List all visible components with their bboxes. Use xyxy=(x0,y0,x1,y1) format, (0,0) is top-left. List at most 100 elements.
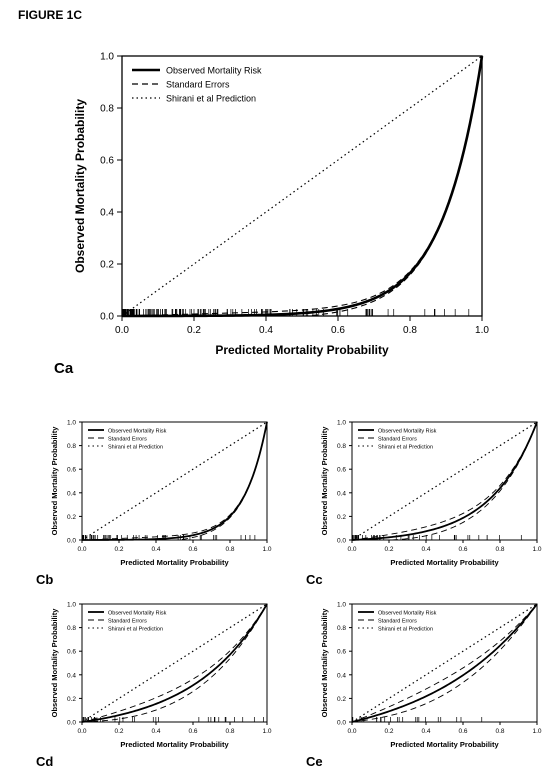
x-axis-label: Predicted Mortality Probability xyxy=(390,740,499,749)
x-tick-label: 0.6 xyxy=(188,728,197,735)
x-tick-label: 0.0 xyxy=(347,546,356,553)
calibration-plot: 0.00.00.20.20.40.40.60.60.80.81.01.0Pred… xyxy=(48,600,273,750)
x-tick-label: 0.6 xyxy=(458,546,467,553)
rug-marks xyxy=(352,535,521,540)
y-tick-label: 0.4 xyxy=(67,490,76,497)
x-tick-label: 0.2 xyxy=(114,728,123,735)
x-tick-label: 0.8 xyxy=(495,728,504,735)
y-tick-label: 0.8 xyxy=(100,104,114,115)
y-tick-label: 0.4 xyxy=(337,672,346,679)
panel-label-ca: Ca xyxy=(54,360,73,377)
legend-label: Standard Errors xyxy=(378,437,417,443)
x-tick-label: 0.8 xyxy=(225,728,234,735)
x-tick-label: 0.4 xyxy=(421,728,430,735)
y-tick-label: 0.2 xyxy=(100,260,114,271)
y-axis-label: Observed Mortality Probability xyxy=(320,608,329,718)
x-tick-label: 1.0 xyxy=(262,546,271,553)
legend-label: Shirani et al Prediction xyxy=(378,627,433,633)
y-tick-label: 0.6 xyxy=(67,649,76,656)
x-tick-label: 0.4 xyxy=(151,728,160,735)
x-tick-label: 0.8 xyxy=(403,325,417,336)
x-tick-label: 0.4 xyxy=(421,546,430,553)
legend-label: Observed Mortality Risk xyxy=(108,429,167,435)
x-axis-label: Predicted Mortality Probability xyxy=(120,740,229,749)
y-tick-label: 0.4 xyxy=(100,208,114,219)
y-tick-label: 0.8 xyxy=(337,625,346,632)
y-tick-label: 1.0 xyxy=(337,602,346,609)
y-tick-label: 0.4 xyxy=(337,490,346,497)
legend: Observed Mortality RiskStandard ErrorsSh… xyxy=(358,611,437,633)
panel-label-ce: Ce xyxy=(306,754,323,769)
panel-cd: 0.00.00.20.20.40.40.60.60.80.81.01.0Pred… xyxy=(48,600,273,750)
x-tick-label: 0.4 xyxy=(151,546,160,553)
x-tick-label: 1.0 xyxy=(532,728,541,735)
x-tick-label: 0.0 xyxy=(77,728,86,735)
y-tick-label: 0.6 xyxy=(337,649,346,656)
y-tick-label: 0.6 xyxy=(67,467,76,474)
legend-label: Standard Errors xyxy=(166,80,230,90)
panel-label-cd: Cd xyxy=(36,754,53,769)
x-tick-label: 0.6 xyxy=(331,325,345,336)
x-axis-label: Predicted Mortality Probability xyxy=(390,558,499,567)
x-tick-label: 0.2 xyxy=(384,546,393,553)
legend-label: Observed Mortality Risk xyxy=(166,66,262,76)
x-tick-label: 0.2 xyxy=(384,728,393,735)
figure-page: FIGURE 1C 0.00.00.20.20.40.40.60.60.80.8… xyxy=(0,0,559,771)
x-tick-label: 0.2 xyxy=(114,546,123,553)
panel-label-cc: Cc xyxy=(306,572,323,587)
legend-label: Shirani et al Prediction xyxy=(108,627,163,633)
x-tick-label: 1.0 xyxy=(262,728,271,735)
y-tick-label: 1.0 xyxy=(100,52,114,63)
y-tick-label: 0.8 xyxy=(337,443,346,450)
calibration-plot: 0.00.0 0.2 0.2 0.4 0.4 0.6 0.6 0.8 0.8 1.0 1.0 Pred… xyxy=(318,600,543,750)
x-tick-label: 0.2 xyxy=(187,325,201,336)
y-tick-label: 0.0 xyxy=(337,720,346,727)
legend-label: Shirani et al Prediction xyxy=(166,94,256,104)
legend: Observed Mortality Risk Standard Errors Sh… xyxy=(358,429,437,451)
legend-label: Observed Mortality Risk xyxy=(378,611,437,617)
x-tick-label: 0.6 xyxy=(458,728,467,735)
y-axis-label: Observed Mortality Probability xyxy=(50,426,59,536)
y-tick-label: 0.0 xyxy=(67,538,76,545)
calibration-plot: 0.00.00.20.20.40.40.60.60.80.81.01.0Pred… xyxy=(318,418,543,568)
x-tick-label: 0.0 xyxy=(77,546,86,553)
x-tick-label: 0.8 xyxy=(495,546,504,553)
panel-label-cb: Cb xyxy=(36,572,53,587)
legend: Observed Mortality Risk Standard Errors Sh… xyxy=(132,66,262,104)
y-tick-label: 0.4 xyxy=(67,672,76,679)
y-tick-label: 0.2 xyxy=(337,696,346,703)
x-axis-label: Predicted Mortality Probability xyxy=(215,343,389,357)
x-tick-label: 1.0 xyxy=(532,546,541,553)
panel-cb: 0.00.0 0.2 0.2 0.4 0.4 0.6 0.6 0.8 0.8 1.0 1.0 Pred… xyxy=(48,418,273,568)
x-tick-label: 0.0 xyxy=(347,728,356,735)
y-tick-label: 0.8 xyxy=(67,625,76,632)
y-tick-label: 0.2 xyxy=(67,514,76,521)
calibration-plot: 0.00.00.20.20.40.40.60.60.80.81.01.0Pred… xyxy=(70,50,490,360)
y-tick-label: 0.2 xyxy=(337,514,346,521)
panel-cc: 0.00.00.20.20.40.40.60.60.80.81.01.0Pred… xyxy=(318,418,543,568)
legend-label: Standard Errors xyxy=(108,619,147,625)
calibration-plot: 0.00.0 0.2 0.2 0.4 0.4 0.6 0.6 0.8 0.8 1.0 1.0 Pred… xyxy=(48,418,273,568)
panel-ce: 0.00.0 0.2 0.2 0.4 0.4 0.6 0.6 0.8 0.8 1.0 1.0 Pred… xyxy=(318,600,543,750)
legend-label: Standard Errors xyxy=(108,437,147,443)
legend: Observed Mortality Risk Standard Errors Sh… xyxy=(88,611,167,633)
legend-label: Shirani et al Prediction xyxy=(108,445,163,451)
x-tick-label: 0.6 xyxy=(188,546,197,553)
y-tick-label: 0.2 xyxy=(67,696,76,703)
legend-label: Observed Mortality Risk xyxy=(378,429,437,435)
y-tick-label: 1.0 xyxy=(337,420,346,427)
figure-title: FIGURE 1C xyxy=(18,8,82,22)
legend-label: Observed Mortality Risk xyxy=(108,611,167,617)
x-axis-label: Predicted Mortality Probability xyxy=(120,558,229,567)
panel-ca: 0.00.00.20.20.40.40.60.60.80.81.01.0Pred… xyxy=(70,50,490,360)
legend: Observed Mortality Risk Standard Errors Sh… xyxy=(88,429,167,451)
legend-label: Shirani et al Prediction xyxy=(378,445,433,451)
y-tick-label: 1.0 xyxy=(67,420,76,427)
y-tick-label: 0.6 xyxy=(337,467,346,474)
y-axis-label: Observed Mortality Probability xyxy=(320,426,329,536)
x-tick-label: 0.8 xyxy=(225,546,234,553)
x-tick-label: 1.0 xyxy=(475,325,489,336)
y-tick-label: 1.0 xyxy=(67,602,76,609)
y-tick-label: 0.8 xyxy=(67,443,76,450)
x-tick-label: 0.4 xyxy=(259,325,273,336)
